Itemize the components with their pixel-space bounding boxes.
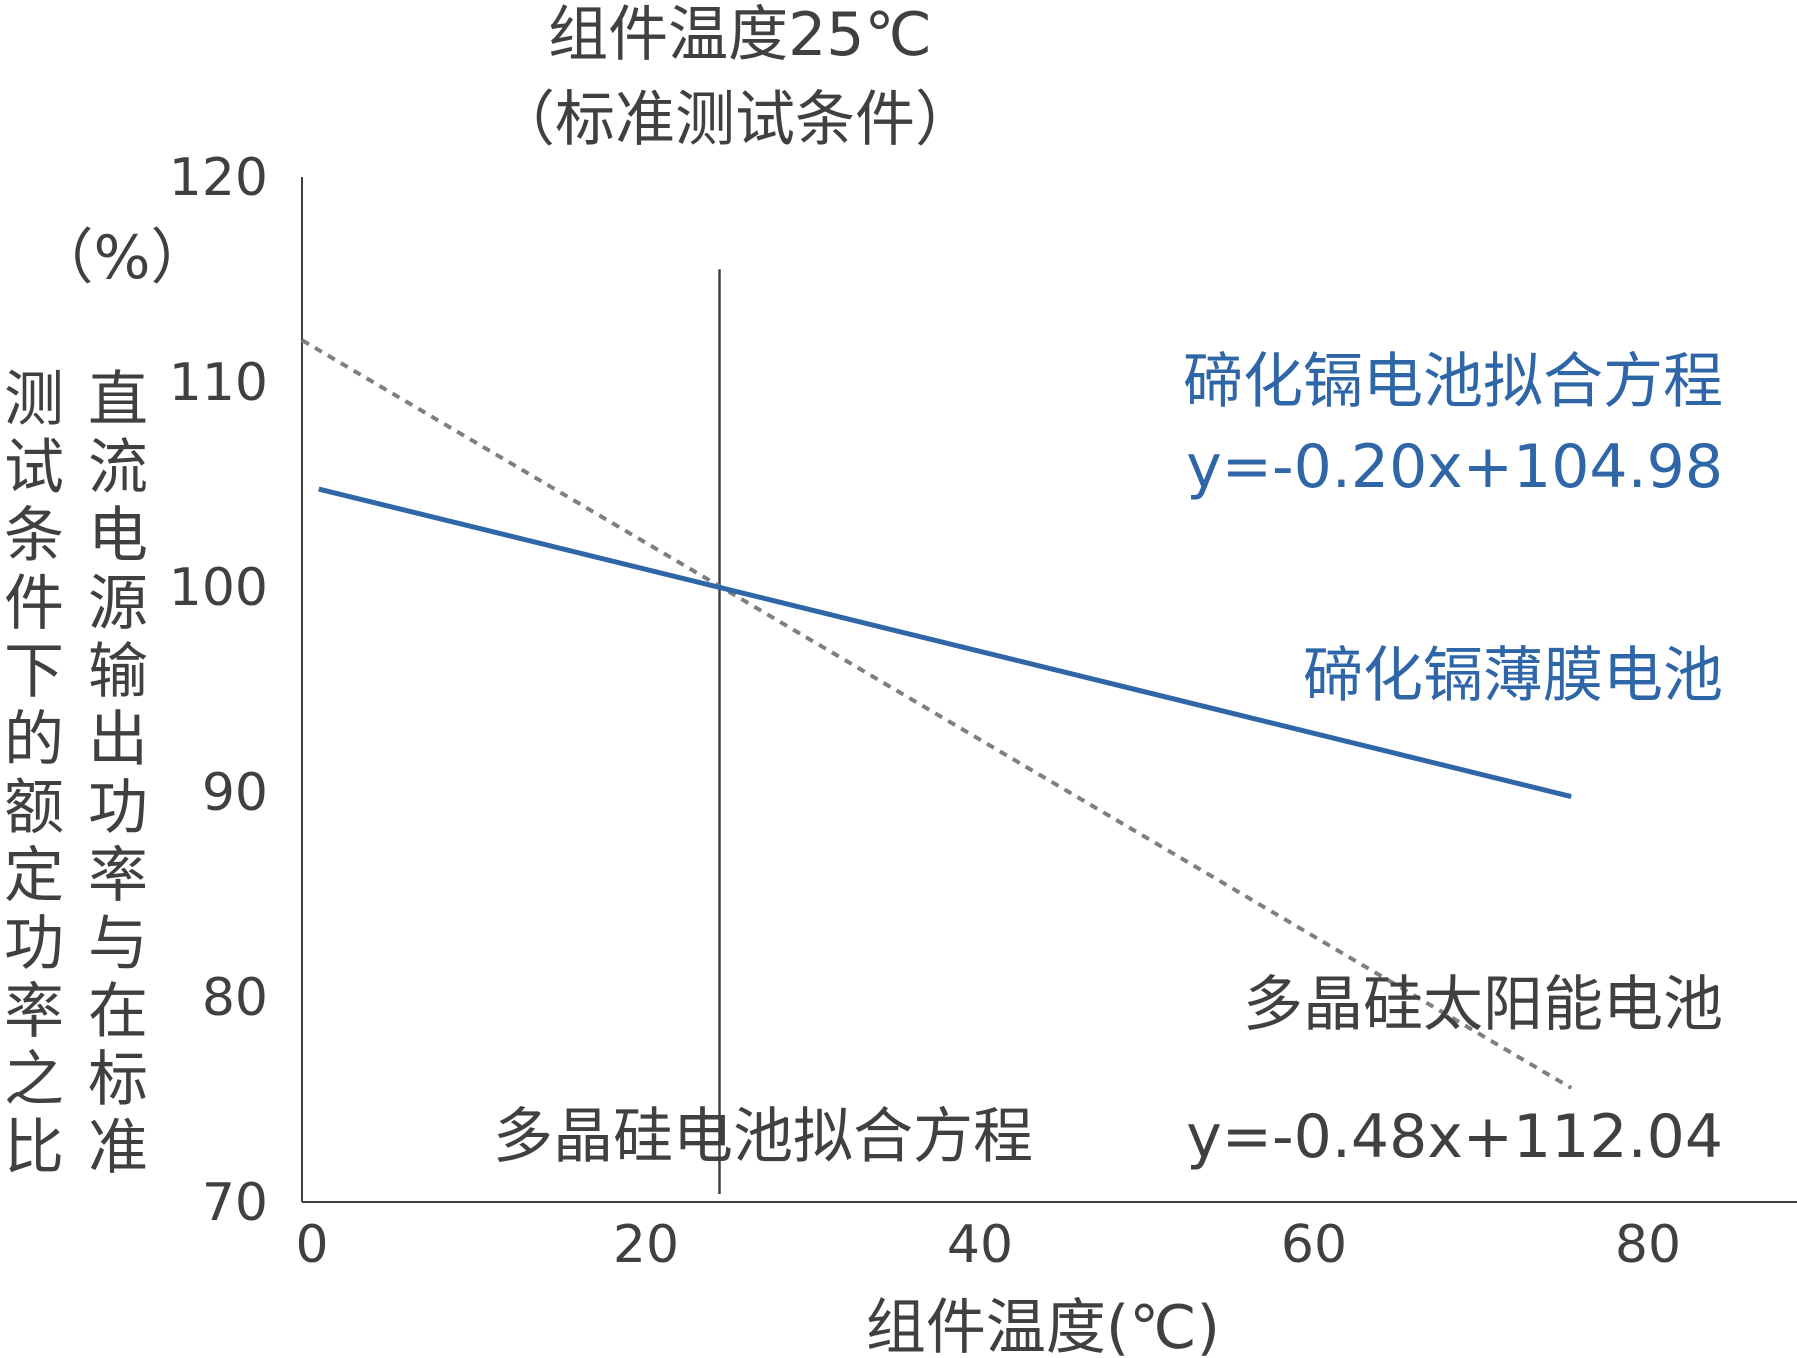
- y-tick-label: 80: [202, 968, 268, 1028]
- series-line-polysilicon: [300, 338, 1573, 1090]
- series-line-cdte: [318, 486, 1572, 799]
- y-tick-label: 70: [202, 1173, 268, 1233]
- cdte-equation: y=-0.20x+104.98: [1186, 432, 1723, 502]
- x-tick-label: 20: [613, 1215, 679, 1275]
- chart-title: 组件温度25℃: [548, 0, 932, 70]
- x-tick-label: 80: [1615, 1215, 1681, 1275]
- cdte-series-label: 碲化镉薄膜电池: [1303, 641, 1723, 711]
- polysilicon-equation-label: 多晶硅电池拟合方程: [493, 1102, 1033, 1172]
- y-axis-label-col2: 测试条件下的额定功率之比: [4, 365, 64, 1183]
- cdte-equation-label: 碲化镉电池拟合方程: [1183, 347, 1723, 417]
- x-axis-label: 组件温度(℃): [866, 1293, 1220, 1358]
- x-tick-label: 60: [1281, 1215, 1347, 1275]
- y-tick-label: 110: [169, 353, 268, 413]
- y-tick-label: 100: [169, 558, 268, 618]
- x-tick-label: 40: [947, 1215, 1013, 1275]
- y-tick-label: 90: [202, 763, 268, 823]
- chart-subtitle: （标准测试条件）: [495, 85, 975, 155]
- y-axis-unit: （%）: [33, 223, 210, 293]
- y-axis-label-col1: 直流电源输出功率与在标准: [88, 365, 148, 1183]
- polysilicon-equation: y=-0.48x+112.04: [1186, 1102, 1723, 1172]
- y-tick-label: 120: [169, 148, 268, 208]
- polysilicon-series-label: 多晶硅太阳能电池: [1243, 970, 1723, 1040]
- x-tick-label: 0: [295, 1215, 328, 1275]
